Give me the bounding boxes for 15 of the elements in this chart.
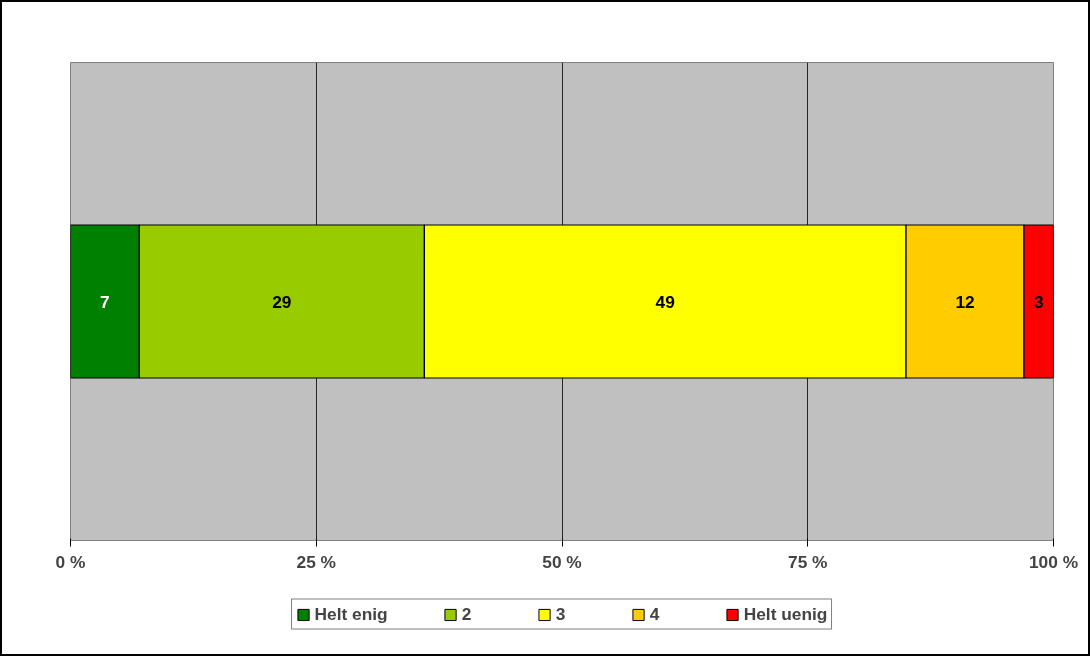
data-label: 3 bbox=[1033, 291, 1044, 312]
legend-label: Helt uenig bbox=[743, 603, 828, 625]
data-label: 7 bbox=[100, 291, 110, 312]
x-tick-label: 0 % bbox=[55, 551, 86, 572]
data-label: 12 bbox=[955, 291, 975, 312]
data-label: 29 bbox=[272, 291, 292, 312]
x-tick-label: 50 % bbox=[542, 551, 582, 572]
x-tick-label: 25 % bbox=[296, 551, 336, 572]
legend-label: 3 bbox=[555, 603, 567, 625]
x-tick-label: 75 % bbox=[788, 551, 828, 572]
x-tick-label: 100 % bbox=[1028, 551, 1079, 572]
legend-label: 2 bbox=[461, 603, 473, 625]
data-label: 49 bbox=[655, 291, 675, 312]
legend-label: Helt enig bbox=[314, 603, 388, 625]
legend-label: 4 bbox=[649, 603, 661, 625]
